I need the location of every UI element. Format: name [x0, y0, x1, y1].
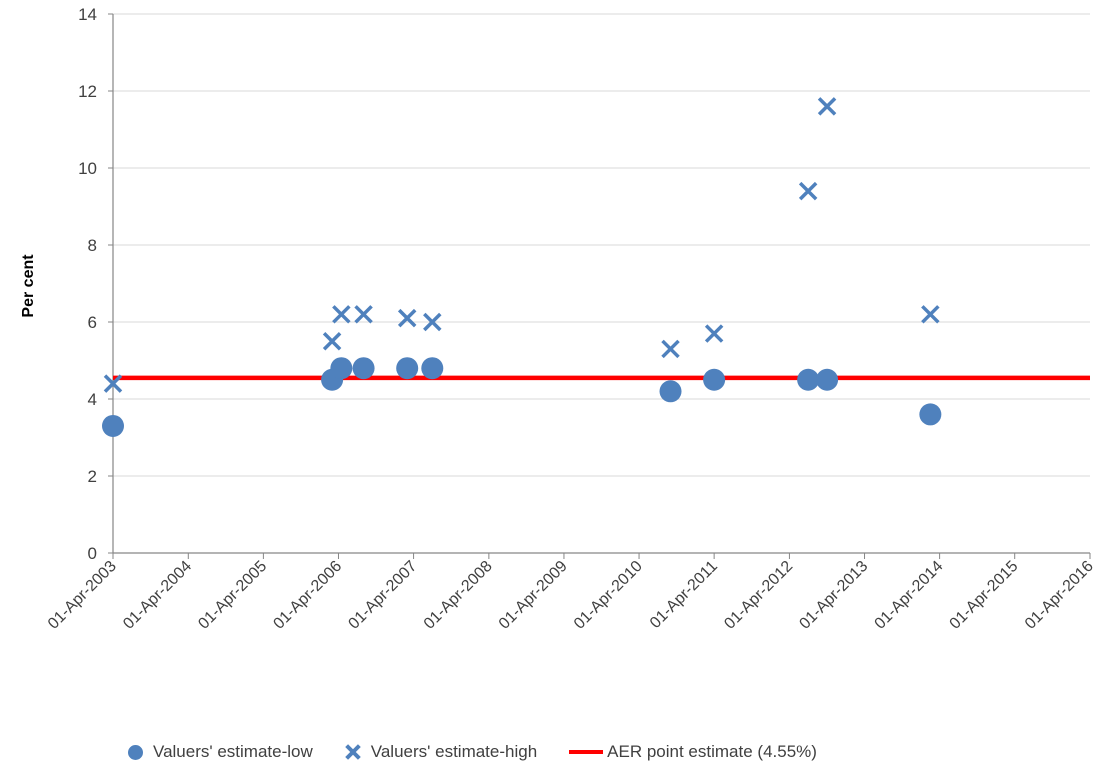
- high-estimate-point: [423, 312, 442, 332]
- y-tick-label: 0: [88, 544, 97, 563]
- y-axis-label: Per cent: [20, 254, 37, 318]
- low-estimate-point: [421, 357, 444, 380]
- x-tick-label: 01-Apr-2006: [270, 558, 345, 633]
- legend-label-aer: AER point estimate (4.55%): [607, 742, 817, 761]
- y-tick-label: 6: [88, 313, 97, 332]
- low-estimate-point: [797, 368, 820, 391]
- high-estimate-point: [397, 308, 417, 328]
- high-estimate-point: [322, 332, 342, 351]
- x-tick-label: 01-Apr-2007: [345, 558, 420, 633]
- x-marker-icon: [345, 744, 361, 760]
- high-estimate-point: [704, 324, 724, 343]
- high-estimate-point: [103, 374, 123, 393]
- x-tick-label: 01-Apr-2009: [496, 558, 571, 633]
- high-estimate-point: [921, 305, 940, 324]
- high-estimate-point: [817, 97, 837, 116]
- x-tick-label: 01-Apr-2008: [421, 558, 496, 633]
- low-estimate-point: [102, 414, 124, 437]
- x-tick-label: 01-Apr-2005: [195, 558, 270, 633]
- legend-label-low: Valuers' estimate-low: [153, 742, 313, 761]
- high-estimate-point: [332, 305, 351, 324]
- y-tick-label: 2: [88, 467, 97, 486]
- low-estimate-point: [703, 368, 726, 391]
- x-tick-label: 01-Apr-2016: [1022, 558, 1097, 633]
- y-tick-label: 12: [78, 82, 97, 101]
- y-tick-label: 4: [88, 390, 97, 409]
- low-estimate-point: [396, 357, 419, 380]
- x-tick-label: 01-Apr-2014: [872, 558, 947, 633]
- y-tick-label: 8: [88, 236, 97, 255]
- low-estimate-point: [330, 357, 353, 380]
- low-estimate-point: [816, 368, 839, 391]
- x-tick-label: 01-Apr-2011: [647, 558, 721, 632]
- legend-label-high: Valuers' estimate-high: [370, 742, 538, 761]
- high-estimate-point: [798, 181, 818, 201]
- line-marker-icon: [569, 750, 604, 754]
- low-estimate-point: [352, 357, 375, 380]
- low-estimate-point: [919, 403, 942, 426]
- circle-marker-icon: [128, 744, 143, 760]
- high-estimate-point: [354, 305, 373, 324]
- legend-item-aer: AER point estimate (4.55%): [569, 742, 817, 762]
- x-tick-label: 01-Apr-2004: [120, 558, 195, 633]
- x-tick-label: 01-Apr-2012: [721, 558, 796, 633]
- legend-item-high: Valuers' estimate-high: [345, 742, 537, 762]
- x-tick-label: 01-Apr-2015: [947, 558, 1022, 633]
- y-tick-label: 10: [78, 159, 97, 178]
- series-marks: [102, 97, 1090, 437]
- gridlines: [113, 13, 1090, 477]
- low-estimate-point: [659, 380, 682, 403]
- x-tick-label: 01-Apr-2010: [571, 558, 646, 633]
- y-tick-label: 14: [78, 5, 97, 24]
- x-tick-label: 01-Apr-2013: [796, 558, 871, 633]
- legend: Valuers' estimate-low Valuers' estimate-…: [128, 740, 817, 764]
- high-estimate-point: [661, 339, 680, 359]
- legend-item-low: Valuers' estimate-low: [128, 742, 313, 762]
- x-tick-label: 01-Apr-2003: [45, 558, 120, 633]
